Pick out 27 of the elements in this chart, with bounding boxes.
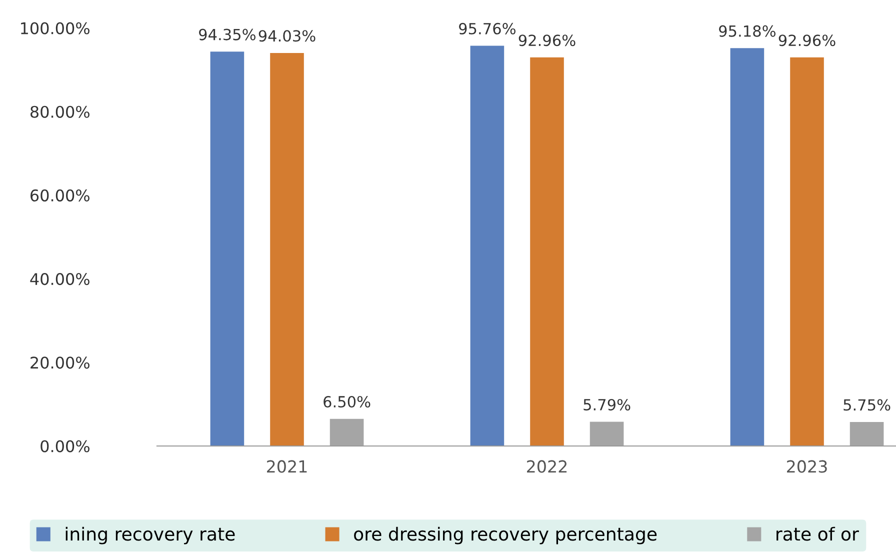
bar bbox=[470, 46, 504, 446]
data-label: 92.96% bbox=[778, 34, 836, 46]
y-tick-label: 80.00% bbox=[30, 106, 90, 118]
legend-label: rate of or bbox=[776, 526, 859, 541]
legend-label: ore dressing recovery percentage bbox=[354, 526, 657, 544]
bar bbox=[730, 48, 764, 446]
y-tick-label: 40.00% bbox=[30, 273, 90, 286]
data-label: 6.50% bbox=[324, 396, 370, 408]
data-label: 5.75% bbox=[844, 399, 890, 411]
data-label: 5.79% bbox=[584, 398, 630, 411]
data-label: 94.03% bbox=[258, 30, 316, 42]
x-tick-label: 2023 bbox=[787, 460, 827, 473]
y-tick-label: 20.00% bbox=[30, 356, 90, 369]
x-tick-label: 2021 bbox=[267, 460, 307, 473]
data-label: 92.96% bbox=[518, 34, 576, 46]
bar bbox=[790, 57, 824, 446]
bar bbox=[270, 52, 304, 446]
data-label: 95.76% bbox=[459, 22, 516, 34]
y-tick-label: 60.00% bbox=[30, 189, 90, 202]
y-tick-label: 0.00% bbox=[40, 440, 90, 452]
data-label: 94.35% bbox=[199, 28, 256, 40]
x-tick-label: 2022 bbox=[527, 460, 567, 473]
bar bbox=[210, 52, 244, 446]
data-label: 95.18% bbox=[719, 25, 776, 37]
bar bbox=[530, 57, 564, 446]
legend-label: ining recovery rate bbox=[66, 526, 235, 544]
y-tick-label: 100.00% bbox=[21, 22, 90, 34]
